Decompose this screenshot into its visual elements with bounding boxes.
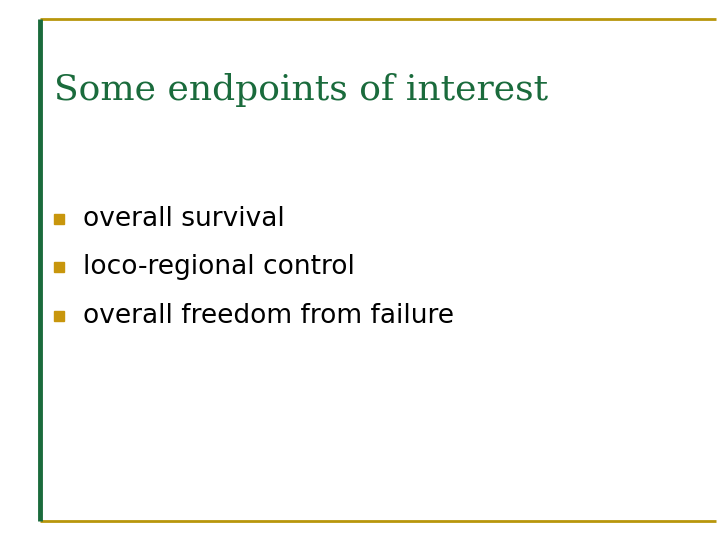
Text: loco-regional control: loco-regional control — [83, 254, 355, 280]
Text: overall survival: overall survival — [83, 206, 284, 232]
Bar — [54, 214, 63, 224]
Text: overall freedom from failure: overall freedom from failure — [83, 303, 454, 329]
Bar — [54, 311, 63, 321]
Bar — [54, 262, 63, 272]
Text: Some endpoints of interest: Some endpoints of interest — [54, 73, 548, 107]
